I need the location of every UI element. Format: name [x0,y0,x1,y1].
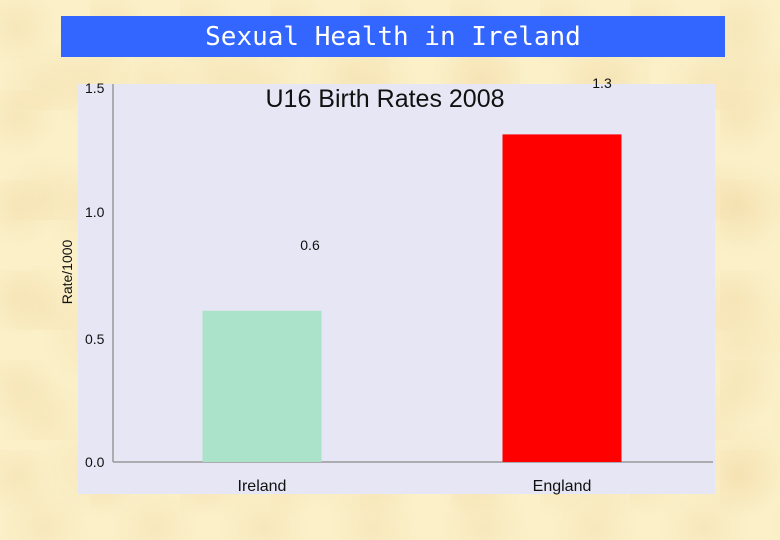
y-tick-label: 0.5 [85,331,105,347]
x-tick-label-england: England [533,478,592,495]
bar-england [502,134,622,462]
data-label-ireland: 0.6 [300,237,320,253]
slide-title-banner: Sexual Health in Ireland [61,16,725,57]
slide-title: Sexual Health in Ireland [205,21,581,52]
y-tick-label: 0.0 [85,454,105,470]
y-axis-label: Rate/1000 [59,239,75,304]
chart-title: U16 Birth Rates 2008 [265,85,504,113]
data-label-england: 1.3 [592,75,612,91]
bar-ireland [202,310,322,462]
y-tick-label: 1.5 [85,80,105,96]
x-tick-label-ireland: Ireland [238,478,287,495]
y-tick-label: 1.0 [85,204,105,220]
